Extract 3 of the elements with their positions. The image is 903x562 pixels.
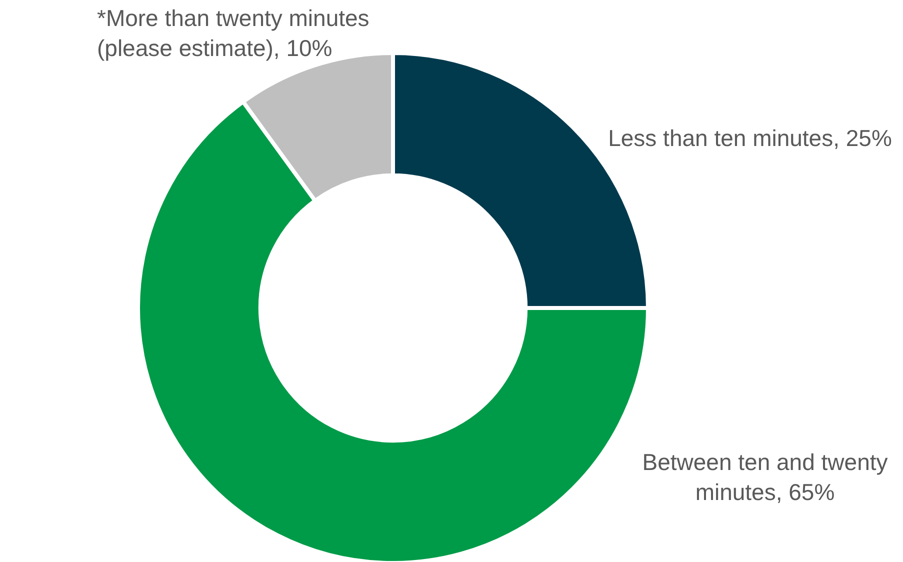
- slice-label: Between ten and twenty minutes, 65%: [641, 448, 889, 507]
- slice-label: Less than ten minutes, 25%: [607, 124, 893, 153]
- slice-label: *More than twenty minutes (please estimate), 10%: [97, 4, 370, 63]
